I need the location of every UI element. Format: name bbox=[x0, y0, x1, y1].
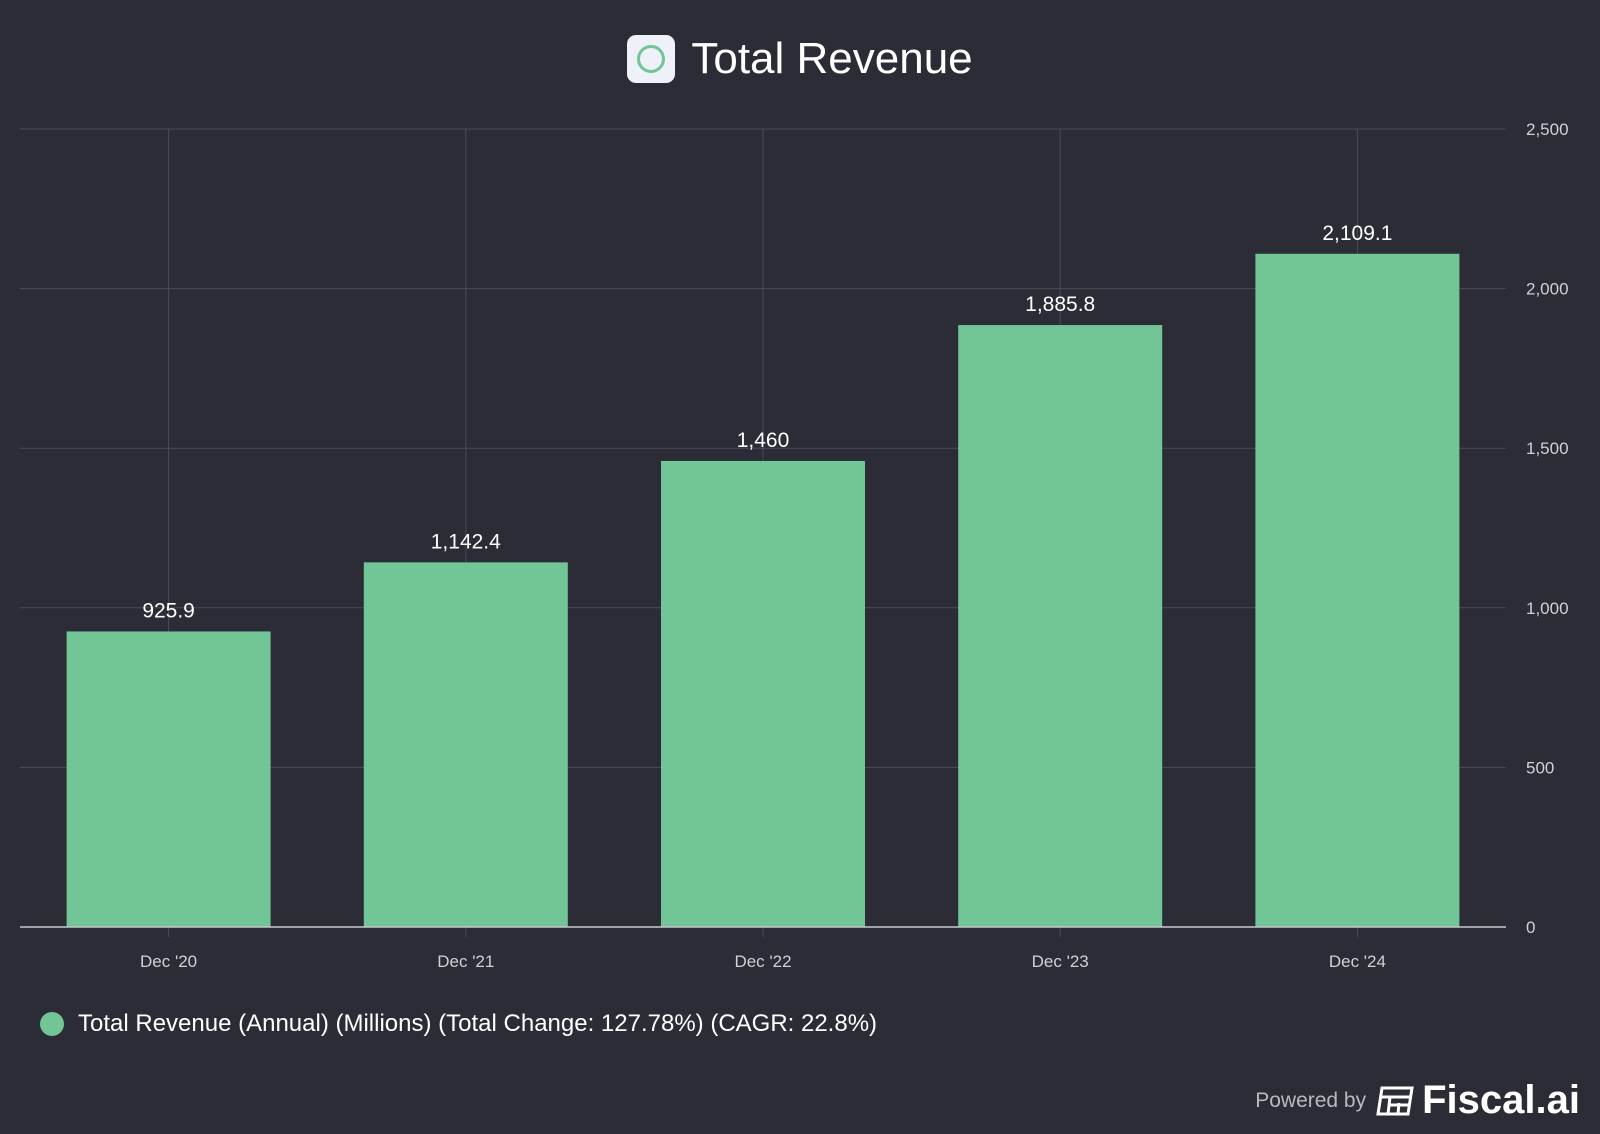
bar bbox=[958, 325, 1163, 928]
x-tick-label: Dec '24 bbox=[1329, 952, 1386, 971]
y-tick-label: 2,500 bbox=[1526, 120, 1569, 139]
y-tick-label: 1,500 bbox=[1526, 439, 1569, 458]
bar bbox=[661, 460, 865, 927]
bar-chart: 0 500 1,000 1,500 2,000 2,500 925.9 Dec '20 1,14… bbox=[20, 120, 1569, 971]
y-tick-label: 500 bbox=[1526, 758, 1554, 777]
brand-logo[interactable]: Fiscal.ai bbox=[1376, 1078, 1580, 1123]
data-label: 1,885.8 bbox=[1025, 293, 1095, 316]
footer: Powered by Fiscal.ai bbox=[1255, 1078, 1580, 1123]
x-tick-label: Dec '22 bbox=[734, 952, 791, 971]
data-label: 925.9 bbox=[142, 599, 195, 622]
y-tick-label: 2,000 bbox=[1526, 280, 1569, 299]
legend-swatch bbox=[40, 1012, 64, 1036]
powered-by-text: Powered by bbox=[1255, 1088, 1367, 1112]
legend-label: Total Revenue (Annual) (Millions) (Total… bbox=[78, 1010, 878, 1037]
fiscal-logo-icon bbox=[1376, 1086, 1414, 1115]
x-tick-label: Dec '23 bbox=[1032, 952, 1089, 971]
title-text: Total Revenue bbox=[691, 34, 973, 83]
y-tick-label: 0 bbox=[1526, 918, 1535, 937]
data-label: 2,109.1 bbox=[1322, 222, 1392, 245]
bar bbox=[363, 562, 568, 927]
x-tick-label: Dec '20 bbox=[140, 952, 197, 971]
bar bbox=[66, 631, 271, 927]
circle-icon bbox=[627, 35, 676, 83]
y-tick-label: 1,000 bbox=[1526, 599, 1569, 618]
data-label: 1,460 bbox=[737, 429, 790, 452]
chart-title: Total Revenue bbox=[0, 34, 1600, 84]
legend[interactable]: Total Revenue (Annual) (Millions) (Total… bbox=[40, 1010, 877, 1038]
bar bbox=[1255, 253, 1460, 928]
data-label: 1,142.4 bbox=[431, 530, 501, 553]
brand-name: Fiscal.ai bbox=[1422, 1078, 1580, 1122]
x-tick-label: Dec '21 bbox=[437, 952, 494, 971]
